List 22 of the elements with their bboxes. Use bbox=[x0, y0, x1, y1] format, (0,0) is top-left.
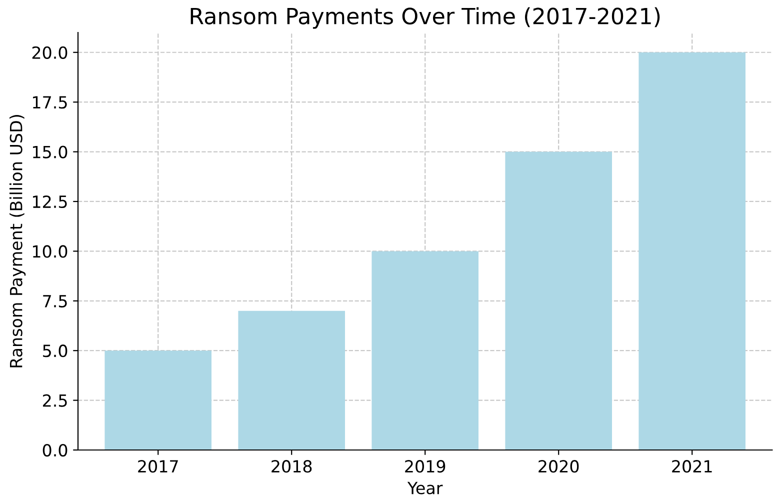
y-tick-label: 12.5 bbox=[33, 195, 67, 208]
y-tick-label: 17.5 bbox=[33, 96, 67, 109]
bar bbox=[104, 350, 212, 450]
y-tick-label: 2.5 bbox=[42, 394, 67, 407]
bar bbox=[638, 52, 746, 450]
y-tick-label: 20.0 bbox=[32, 46, 68, 59]
x-tick-label: 2020 bbox=[538, 460, 579, 473]
y-tick-label: 10.0 bbox=[33, 245, 68, 258]
y-axis-title: Ransom Payment (Billion USD) bbox=[9, 115, 26, 368]
x-tick-label: 2017 bbox=[138, 460, 178, 473]
x-axis-title: Year bbox=[407, 482, 443, 494]
y-tick-label: 5.0 bbox=[43, 344, 68, 358]
x-tick-label: 2019 bbox=[405, 460, 446, 473]
y-tick-label: 7.5 bbox=[43, 295, 67, 308]
y-tick-label: 0.0 bbox=[42, 444, 68, 457]
bar bbox=[372, 251, 478, 450]
x-tick-label: 2018 bbox=[272, 460, 312, 473]
chart-title: Ransom Payments Over Time (2017-2021) bbox=[190, 7, 660, 29]
bar bbox=[238, 310, 345, 450]
x-tick-label: 2021 bbox=[672, 460, 712, 473]
y-tick-label: 15.0 bbox=[33, 146, 68, 158]
bar bbox=[505, 152, 612, 450]
